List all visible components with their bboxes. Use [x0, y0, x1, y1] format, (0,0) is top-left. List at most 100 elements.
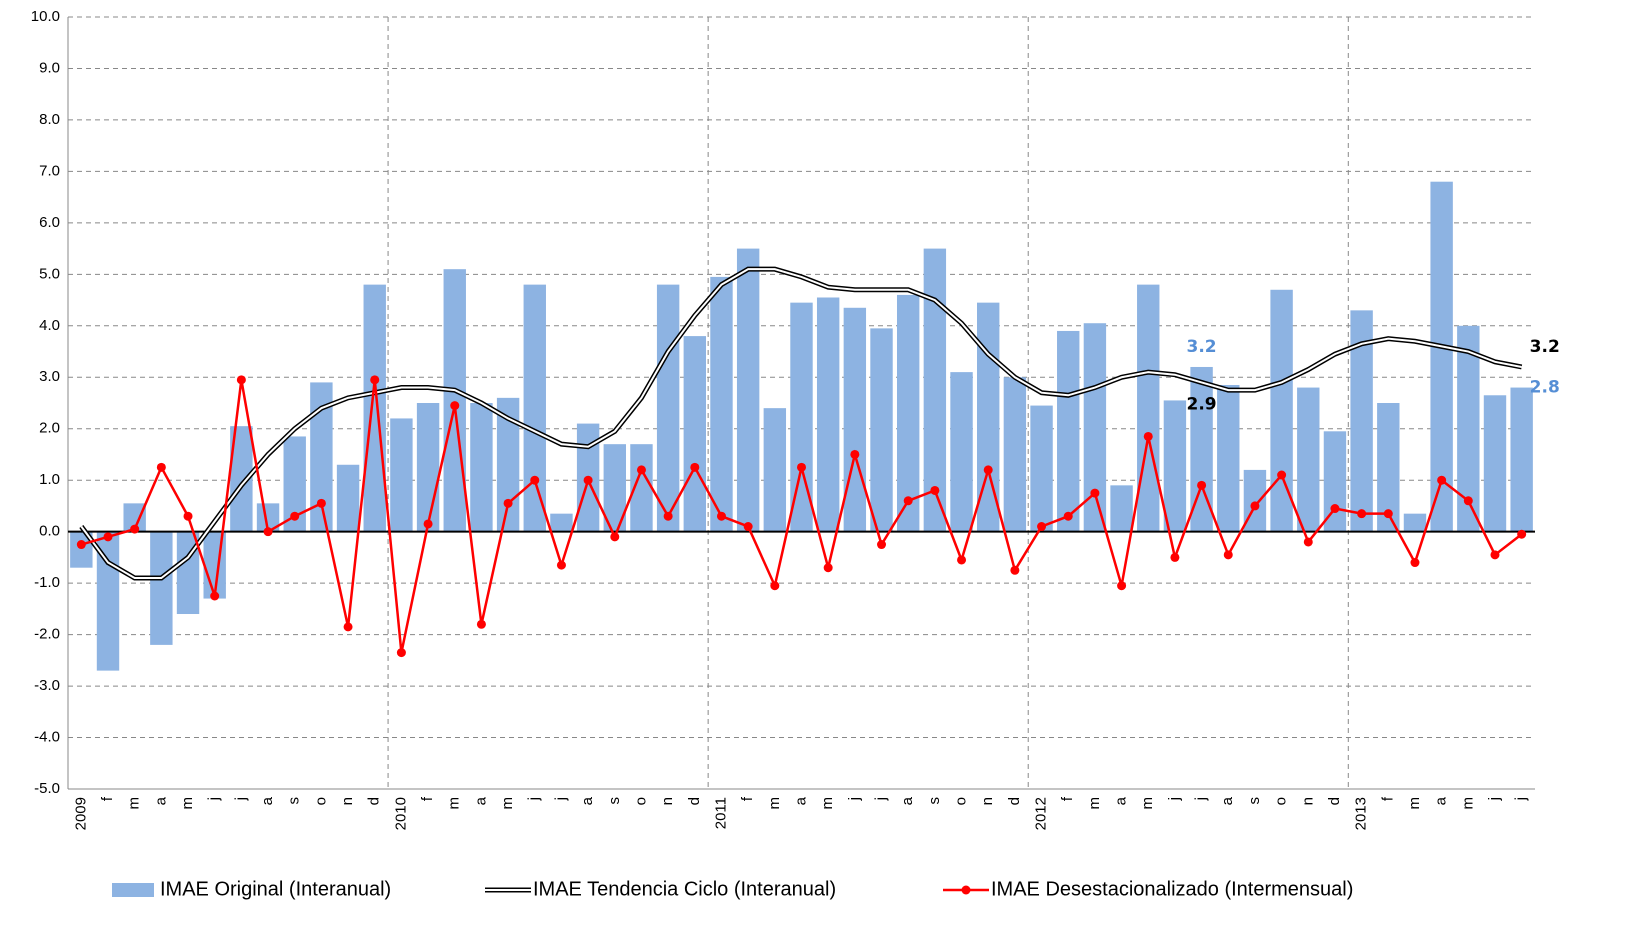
bar — [630, 444, 653, 532]
x-tick-label: m — [1406, 797, 1423, 810]
x-tick-label: s — [1246, 797, 1263, 805]
marker — [983, 465, 993, 475]
marker — [743, 522, 753, 532]
y-tick-label: 6.0 — [39, 214, 60, 231]
marker — [130, 524, 140, 534]
x-tick-label: a — [259, 796, 276, 805]
x-tick-label: m — [179, 797, 196, 810]
x-tick-label: d — [686, 797, 703, 805]
bar — [443, 269, 466, 532]
y-tick-label: -2.0 — [34, 626, 60, 643]
x-tick-label: j — [552, 797, 569, 801]
bar — [390, 418, 413, 532]
bar — [1110, 485, 1133, 532]
marker — [423, 519, 433, 529]
marker — [210, 591, 220, 601]
y-tick-label: 2.0 — [39, 420, 60, 437]
legend-label: IMAE Original (Interanual) — [160, 878, 391, 900]
legend-item: IMAE Desestacionalizado (Intermensual) — [943, 878, 1353, 900]
y-tick-label: -1.0 — [34, 574, 60, 591]
bar — [843, 307, 867, 532]
marker — [797, 462, 806, 472]
x-tick-label: 2013 — [1353, 797, 1370, 830]
x-tick-label: 2009 — [72, 797, 89, 830]
trend-line-inner — [80, 268, 1522, 579]
bar — [1403, 513, 1427, 532]
x-tick-label: m — [819, 797, 836, 810]
legend-label: IMAE Tendencia Ciclo (Interanual) — [533, 878, 836, 900]
x-tick-label: 2012 — [1033, 797, 1050, 830]
marker — [1090, 488, 1100, 498]
marker — [1330, 504, 1340, 514]
x-tick-label: n — [339, 797, 356, 805]
bar — [1270, 289, 1293, 532]
bar — [603, 444, 626, 532]
x-tick-label: a — [579, 796, 596, 805]
x-tick-label: j — [206, 797, 223, 801]
x-tick-label: o — [1273, 797, 1290, 805]
bar — [70, 531, 93, 568]
marker — [1357, 509, 1367, 519]
x-tick-label: 2011 — [712, 797, 729, 829]
y-tick-label: 5.0 — [39, 265, 60, 282]
marker — [236, 375, 246, 385]
marker — [716, 511, 726, 521]
bar — [790, 302, 813, 532]
x-tick-label: n — [659, 797, 676, 805]
data-label: 2.8 — [1530, 378, 1560, 398]
y-tick-label: -5.0 — [34, 780, 60, 797]
bar — [283, 436, 306, 532]
bar — [710, 276, 733, 532]
x-tick-label: s — [286, 797, 303, 805]
marker — [476, 619, 486, 629]
bar — [816, 297, 840, 532]
x-tick-label: f — [99, 796, 116, 801]
marker — [556, 560, 566, 570]
marker — [1303, 537, 1313, 547]
bar — [1377, 403, 1400, 532]
x-tick-label: f — [419, 796, 436, 801]
x-tick-label: d — [1006, 797, 1023, 805]
marker — [103, 532, 113, 542]
bar — [363, 284, 386, 532]
bar — [416, 403, 440, 532]
y-tick-label: 8.0 — [39, 111, 60, 128]
x-tick-label: j — [872, 797, 889, 801]
bar — [1163, 400, 1187, 532]
marker — [1463, 496, 1473, 506]
marker — [1170, 552, 1180, 562]
marker — [1517, 529, 1527, 539]
bar — [1457, 325, 1480, 532]
x-tick-label: a — [472, 796, 489, 805]
marker — [1410, 558, 1420, 568]
marker — [1117, 581, 1127, 591]
marker — [290, 511, 300, 521]
bar — [550, 513, 573, 532]
bar — [763, 408, 787, 532]
y-tick-label: 1.0 — [39, 471, 60, 488]
bar — [1483, 395, 1507, 532]
legend-item: IMAE Tendencia Ciclo (Interanual) — [485, 878, 836, 900]
bar — [950, 372, 973, 532]
x-tick-label: a — [1433, 796, 1450, 805]
y-tick-label: 4.0 — [39, 317, 60, 334]
x-tick-label: j — [1166, 797, 1183, 801]
x-tick-label: o — [953, 797, 970, 805]
y-tick-label: 10.0 — [31, 8, 60, 25]
bar — [870, 328, 893, 532]
marker — [263, 527, 273, 537]
y-tick-label: 7.0 — [39, 162, 60, 179]
x-tick-label: o — [312, 797, 329, 805]
bar — [1190, 366, 1213, 532]
x-tick-label: a — [792, 796, 809, 805]
x-tick-label: s — [926, 797, 943, 805]
x-tick-label: m — [1139, 797, 1156, 810]
marker — [610, 532, 620, 542]
legend-swatch — [112, 883, 154, 897]
marker — [636, 465, 646, 475]
bar — [1297, 387, 1320, 532]
x-tick-label: a — [152, 796, 169, 805]
x-tick-label: a — [1219, 796, 1236, 805]
x-tick-label: j — [1486, 797, 1503, 801]
